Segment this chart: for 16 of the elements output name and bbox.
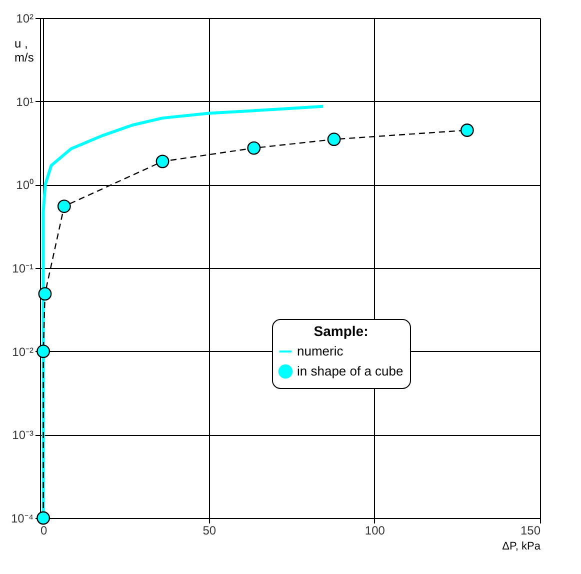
legend-label: numeric [297, 344, 344, 358]
legend-title: Sample: [314, 323, 368, 339]
x-tick-label: 100 [364, 524, 386, 538]
legend-label: in shape of a cube [297, 364, 404, 378]
x-axis-title: ΔP, kPa [502, 540, 542, 552]
y-tick-label: 10⁻¹ [12, 262, 34, 276]
x-tick-label: 150 [520, 524, 541, 538]
y-tick-label: 10⁻² [12, 344, 34, 359]
y-tick-label: 10² [16, 12, 34, 26]
x-tick-label: 0 [40, 524, 48, 538]
y-tick-label: 10⁰ [16, 178, 34, 192]
x-tick-label: 50 [202, 524, 216, 538]
y-tick-label: 10¹ [16, 94, 34, 109]
y-tick-label: 10⁻⁴ [10, 512, 34, 526]
y-tick-label: 10⁻³ [12, 428, 34, 442]
y-axis-title: u , m/s [14, 36, 34, 64]
